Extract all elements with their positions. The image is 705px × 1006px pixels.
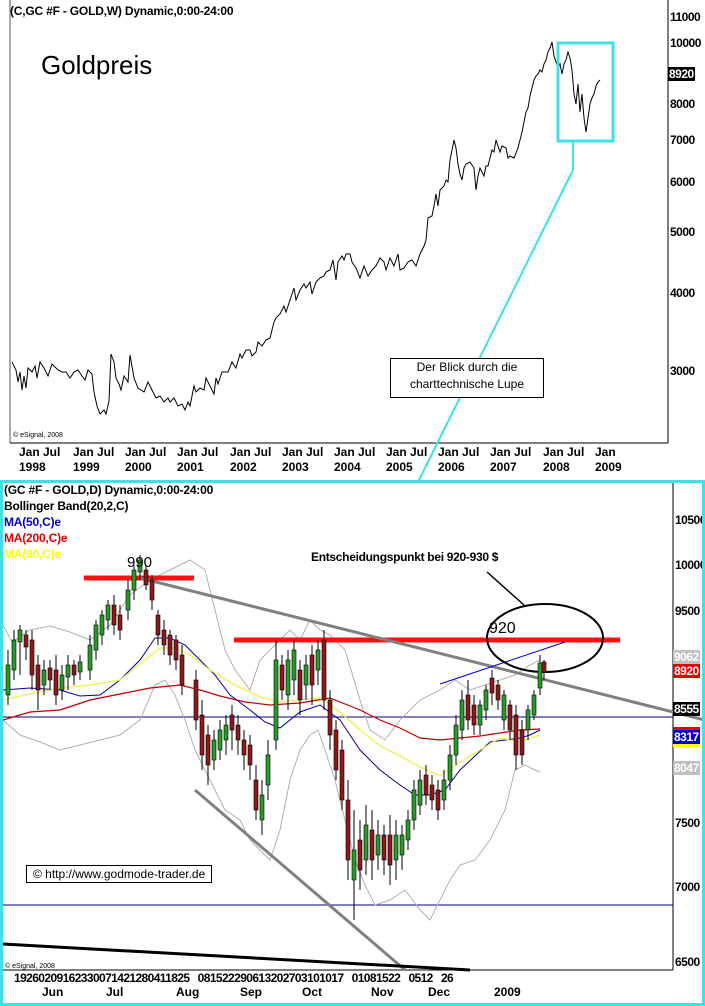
- y-tick-6500: 6500: [675, 955, 700, 969]
- x-tick-2000: Jan Jul 2000: [125, 445, 167, 474]
- badge-bollinger-lower: 8047: [673, 761, 700, 775]
- badge-last-price: 8920: [673, 664, 700, 678]
- x-tick-2002: Jan Jul 2002: [230, 445, 272, 474]
- legend-ma90: MA(90,C)e: [4, 547, 61, 561]
- magnifier-callout: Der Blick durch die charttechnische Lupe: [390, 358, 544, 398]
- zoom-connector-line: [417, 169, 574, 480]
- y-tick-3000: 3000: [670, 364, 695, 378]
- badge-ma50: 8317: [673, 727, 700, 747]
- x-month-dec: Dec: [428, 985, 451, 999]
- daily-chart-panel: (GC #F - GOLD,D) Dynamic,0:00-24:00 Boll…: [0, 480, 705, 1006]
- x-tick-2007: Jan Jul 2007: [490, 445, 532, 474]
- candlesticks: [5, 555, 547, 920]
- y-tick-5000: 5000: [670, 225, 695, 239]
- long-trend-line: [2, 942, 471, 972]
- esignal-copyright: © eSignal, 2008: [13, 432, 63, 439]
- x-tick-2006: Jan Jul 2006: [438, 445, 480, 474]
- weekly-price-line: [11, 41, 601, 416]
- callout-line-2: charttechnische Lupe: [409, 377, 525, 391]
- legend-bollinger: Bollinger Band(20,2,C): [4, 499, 129, 513]
- godmode-url-box: © http://www.godmode-trader.de: [26, 865, 213, 883]
- high-label-990: 990: [127, 554, 153, 571]
- chart-title: Goldpreis: [41, 50, 153, 80]
- weekly-chart-panel: (C,GC #F - GOLD,W) Dynamic,0:00-24:00 Go…: [0, 0, 705, 480]
- x-tick-2003: Jan Jul 2003: [282, 445, 324, 474]
- y-tick-10000: 10000: [675, 558, 705, 572]
- legend-ma50: MA(50,C)e: [4, 515, 61, 529]
- decision-point-text: Entscheidungspunkt bei 920-930 $: [311, 550, 499, 564]
- current-price-badge: 8920: [668, 67, 695, 81]
- y-tick-9500: 9500: [675, 604, 700, 618]
- y-tick-4000: 4000: [670, 286, 695, 300]
- y-tick-7500: 7500: [675, 816, 700, 830]
- x-month-jul: Jul: [106, 985, 124, 999]
- x-tick-1998: Jan Jul 1998: [19, 445, 61, 474]
- x-month-sep: Sep: [240, 985, 263, 999]
- x-tick-1999: Jan Jul 1999: [73, 445, 115, 474]
- y-tick-7000: 7000: [675, 880, 700, 894]
- badge-horizontal-line: 8555: [673, 702, 700, 716]
- x-month-oct: Oct: [302, 985, 323, 999]
- esignal-copyright-daily: © eSignal, 2008: [5, 963, 55, 970]
- daily-chart-canvas: [2, 483, 705, 972]
- legend-ma200: MA(200,C)e: [4, 531, 68, 545]
- weekly-chart-header: (C,GC #F - GOLD,W) Dynamic,0:00-24:00: [10, 4, 234, 18]
- y-tick-10000: 10000: [670, 36, 701, 50]
- y-tick-7000: 7000: [670, 133, 695, 147]
- badge-bollinger-upper: 9062: [673, 650, 700, 664]
- x-tick-2008: Jan Jul 2008: [543, 445, 585, 474]
- x-tick-2009: Jan 2009: [595, 445, 622, 474]
- daily-chart-header: (GC #F - GOLD,D) Dynamic,0:00-24:00: [4, 483, 214, 497]
- zoom-highlight-box: [556, 41, 615, 143]
- y-tick-11000: 11000: [670, 10, 701, 24]
- x-month-aug: Aug: [176, 985, 200, 999]
- lower-trend-line: [194, 788, 406, 972]
- downtrend-line: [139, 576, 705, 722]
- y-tick-10500: 10500: [675, 513, 705, 527]
- x-tick-2004: Jan Jul 2004: [334, 445, 376, 474]
- x-axis-days: 19260209162330071421280411825 0815222906…: [14, 971, 454, 985]
- x-month-nov: Nov: [371, 985, 394, 999]
- callout-line-1: Der Blick durch die: [416, 360, 518, 374]
- y-tick-6000: 6000: [670, 175, 695, 189]
- x-tick-2001: Jan Jul 2001: [177, 445, 219, 474]
- x-tick-2005: Jan Jul 2005: [386, 445, 428, 474]
- y-tick-8000: 8000: [670, 97, 695, 111]
- resistance-label-920: 920: [489, 620, 516, 637]
- x-month-2009: 2009: [494, 985, 521, 999]
- x-month-jun: Jun: [42, 985, 64, 999]
